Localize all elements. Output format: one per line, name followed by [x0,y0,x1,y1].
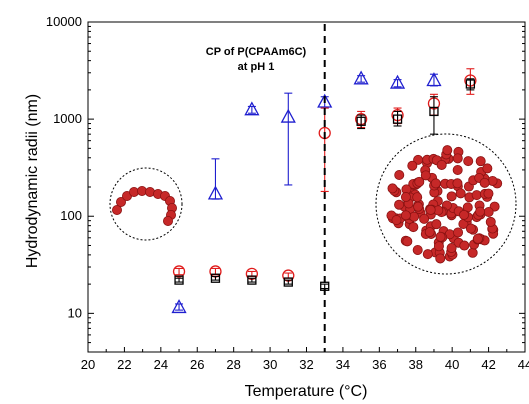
x-tick-label: 32 [299,357,313,372]
x-tick-label: 20 [81,357,95,372]
globule-dotted-circle [375,133,517,275]
series-square [174,78,476,291]
aggregate-bead [483,206,494,217]
aggregate-bead [458,209,469,220]
x-tick-label: 42 [481,357,495,372]
y-tick-label: 10 [68,305,82,320]
aggregate-bead [465,223,476,234]
aggregate-bead [435,231,446,242]
aggregate-bead [463,156,474,167]
y-tick-label: 100 [60,208,82,223]
aggregate-bead [408,222,419,233]
circle-point [172,265,186,278]
axes: 20 22 24 26 28 30 32 34 36 38 40 42 44 10 100 1000 10000 [46,14,529,372]
aggregate-bead [459,240,470,251]
x-tick-label: 22 [117,357,131,372]
x-axis-label: Temperature (°C) [245,383,368,400]
chain-bead [112,204,123,215]
aggregate-bead [407,160,418,171]
triangle-point [171,299,187,314]
aggregate-bead [455,188,466,199]
aggregate-bead [472,233,483,244]
x-tick-label: 34 [336,357,350,372]
aggregate-bead [419,213,430,224]
aggregate-bead [452,178,463,189]
square-point [210,273,221,283]
triangle-point [244,101,260,116]
square-point [174,275,184,285]
aggregate-bead [394,170,405,181]
aggregate-bead [446,191,457,202]
aggregate-bead [471,190,482,201]
chain-bead [116,196,127,207]
aggregate-bead [430,178,441,189]
aggregate-bead [391,215,402,226]
aggregate-bead [475,156,486,167]
aggregate-bead [442,145,453,156]
square-point [392,114,403,124]
aggregate-bead [387,183,398,194]
aggregate-bead [412,192,423,203]
y-axis-label: Hydrodynamic radii (nm) [24,94,41,268]
aggregate-bead [400,192,411,203]
square-point [465,79,476,89]
y-tick-label: 10000 [46,14,82,29]
x-tick-label: 28 [226,357,240,372]
chain-bead [162,215,173,226]
x-tick-label: 40 [445,357,459,372]
aggregate-bead [452,153,463,164]
triangle-point [207,185,224,200]
x-tick-label: 36 [372,357,386,372]
y-tick-label: 1000 [53,111,82,126]
aggregate-bead [452,164,463,175]
aggregate-bead [412,245,423,256]
square-point [429,106,439,117]
x-tick-label: 30 [263,357,277,372]
aggregate-bead [475,206,486,217]
annotation-line-2: at pH 1 [238,61,275,73]
triangle-point [280,108,296,123]
triangle-point [353,70,369,85]
series-triangle [171,70,442,314]
aggregate-bead [431,219,442,230]
aggregate-bead [420,170,431,181]
aggregate-bead [485,216,496,227]
x-tick-label: 24 [154,357,168,372]
x-tick-label: 38 [409,357,423,372]
aggregate-bead [479,177,490,188]
aggregate-bead [409,211,420,222]
aggregate-bead [414,176,425,187]
aggregate-bead [482,163,493,174]
triangle-point [426,72,442,87]
aggregate-bead [400,210,411,221]
coil-dotted-circle [109,167,183,241]
aggregate-bead [467,247,478,258]
aggregate-bead [436,159,447,170]
aggregate-bead [433,241,444,252]
square-point [247,275,257,285]
square-point [356,116,366,126]
triangle-point [317,93,333,108]
illustrations [109,133,517,275]
aggregate-bead [446,243,457,254]
square-point [283,277,293,287]
x-tick-label: 26 [190,357,204,372]
aggregate-bead [483,188,494,199]
aggregate-bead [394,199,405,210]
aggregate-bead [402,236,413,247]
aggregate-bead [424,227,435,238]
x-tick-label: 44 [518,357,529,372]
annotation-line-1: CP of P(CPAAm6C) [206,46,307,58]
aggregate-bead [453,227,464,238]
marks [171,68,477,314]
aggregate-bead [435,253,446,264]
aggregate-bead [425,204,436,215]
aggregate-bead [422,249,433,260]
aggregate-bead [413,201,424,212]
triangle-point [389,74,406,89]
